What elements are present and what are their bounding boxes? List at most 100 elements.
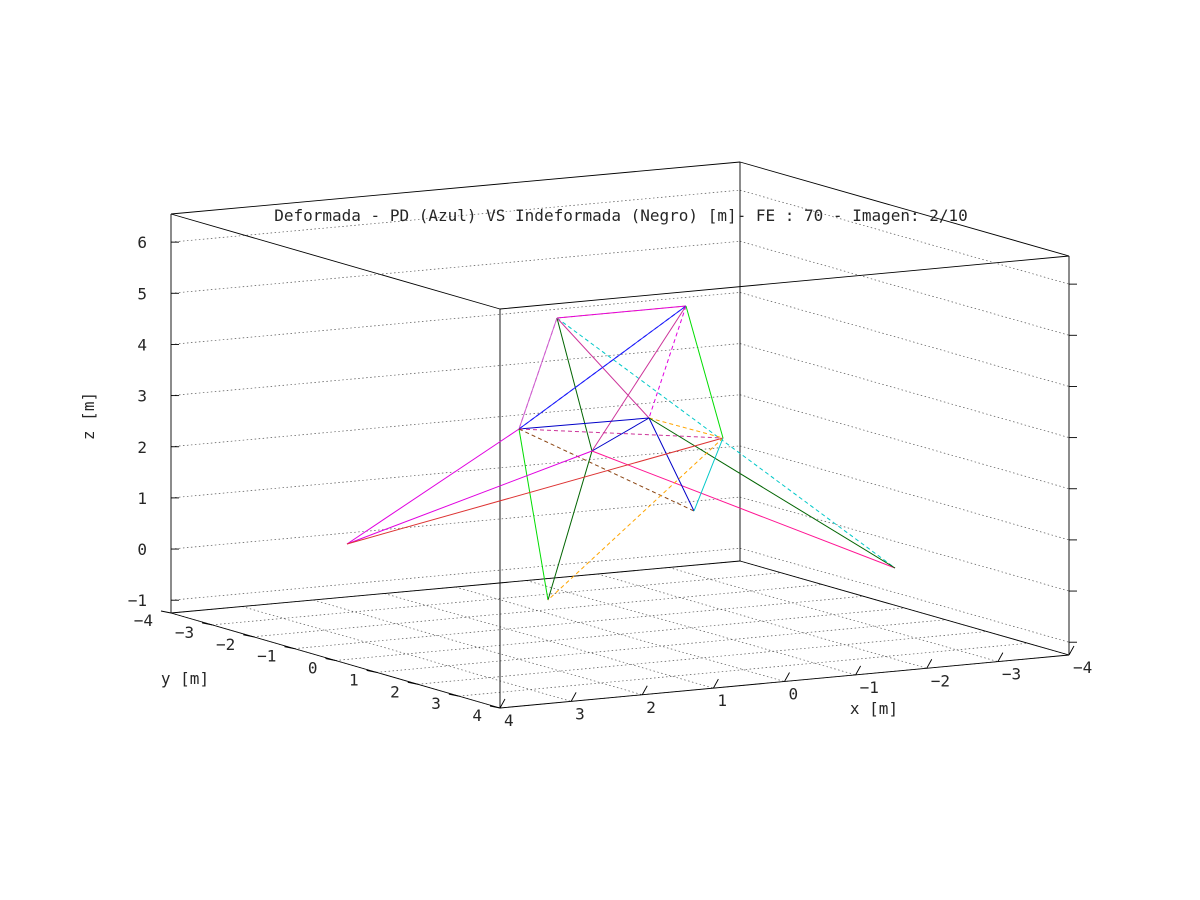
- x-tick-label: −2: [931, 671, 950, 690]
- wall-grid-line-right: [739, 496, 1070, 592]
- wall-grid-line-right: [739, 343, 1070, 438]
- structure-member: [518, 317, 558, 430]
- structure-member: [518, 305, 687, 430]
- floor-grid-line-y: [376, 619, 946, 673]
- wall-grid-line-right: [739, 292, 1070, 387]
- structure-members: [346, 305, 896, 601]
- floor-grid-line-x: [526, 580, 856, 676]
- wall-grid-line-right: [739, 547, 1070, 643]
- tick-labels: −1 0 1 2 3 4 5 6 −4 −3 −2 −1 0 1 2 3 4 4 3 2 1 0 −1 −2 −3 −4: [128, 233, 1093, 730]
- floor-grid-line-y: [458, 642, 1028, 697]
- structure-member: [556, 317, 650, 419]
- structure-member: [685, 305, 724, 439]
- y-tick-label: 2: [390, 682, 400, 701]
- structure-member: [547, 450, 593, 601]
- frame-edge: [170, 560, 741, 614]
- structure-member: [648, 417, 724, 439]
- z-tick-label: 0: [137, 540, 147, 559]
- structure-member: [556, 305, 687, 319]
- wall-grid-line-left: [170, 189, 741, 243]
- frame-edge-top: [170, 213, 501, 310]
- y-tick-mark: [366, 669, 377, 673]
- y-tick-label: 4: [472, 706, 482, 725]
- x-tick-mark: [855, 665, 862, 676]
- x-tick-mark: [926, 659, 933, 669]
- y-tick-mark: [325, 658, 336, 661]
- z-tick-label: 5: [137, 284, 147, 303]
- structure-member: [591, 305, 687, 452]
- x-tick-mark: [997, 652, 1004, 662]
- frame-edge-top: [499, 255, 1070, 310]
- floor-grid-line-x: [242, 606, 572, 702]
- floor-grid-line-y: [212, 572, 782, 626]
- z-tick-label: 3: [137, 387, 147, 406]
- y-tick-label: −4: [134, 611, 153, 630]
- x-tick-label: 2: [646, 698, 656, 717]
- structure-member: [591, 417, 650, 452]
- frame-edge: [739, 560, 1070, 656]
- y-tick-mark: [284, 646, 295, 650]
- structure-member: [556, 317, 896, 569]
- structure-member: [518, 428, 724, 439]
- wall-grid-line-left: [170, 445, 741, 499]
- wall-grid-line-right: [739, 394, 1070, 490]
- x-tick-mark: [784, 672, 790, 682]
- structure-member: [346, 450, 593, 545]
- structure-member: [518, 417, 650, 430]
- floor-grid-line-y: [294, 595, 864, 649]
- floor-grid-line-y: [417, 631, 987, 685]
- y-axis-label: y [m]: [161, 669, 209, 688]
- z-tick-label: 2: [137, 438, 147, 457]
- y-tick-label: 3: [431, 694, 441, 713]
- x-tick-label: −1: [860, 678, 879, 697]
- x-tick-label: −3: [1002, 665, 1021, 684]
- structure-member: [648, 417, 896, 569]
- x-tick-mark: [1068, 645, 1075, 656]
- y-tick-label: −3: [175, 623, 194, 642]
- floor-grid-line-x: [455, 586, 785, 682]
- structure-member: [591, 450, 896, 569]
- floor-grid-line-x: [597, 573, 927, 669]
- wall-grid-line-left: [170, 547, 741, 601]
- floor-grid-line-x: [313, 599, 643, 696]
- y-tick-label: −2: [216, 635, 235, 654]
- floor-grid-line-y: [335, 607, 905, 661]
- y-tick-mark: [489, 705, 501, 709]
- structure-member: [518, 428, 549, 601]
- x-tick-label: 1: [717, 691, 727, 710]
- y-tick-mark: [160, 610, 172, 614]
- y-tick-mark: [448, 693, 459, 697]
- x-tick-label: 0: [789, 685, 799, 704]
- y-tick-label: 1: [349, 670, 359, 689]
- structure-member: [518, 428, 695, 512]
- tick-marks: [160, 241, 1077, 709]
- z-tick-label: 1: [137, 489, 147, 508]
- y-tick-mark: [202, 622, 213, 626]
- x-tick-label: 4: [504, 711, 514, 730]
- wall-grid-line-right: [739, 189, 1070, 285]
- z-axis-label: z [m]: [79, 392, 98, 440]
- x-tick-mark: [499, 698, 506, 709]
- x-axis-label: x [m]: [850, 699, 898, 718]
- z-tick-label: −1: [128, 591, 147, 610]
- z-tick-label: 6: [137, 233, 147, 252]
- wall-grid-line-right: [739, 240, 1070, 336]
- y-tick-label: 0: [308, 659, 318, 678]
- wall-grid-line-left: [170, 394, 741, 448]
- z-tick-label: 4: [137, 335, 147, 354]
- wall-grid-line-left: [170, 240, 741, 294]
- structure-member: [693, 437, 724, 512]
- structure-member: [346, 437, 724, 545]
- frame-edge-top: [739, 161, 1070, 257]
- chart-title: Deformada - PD (Azul) VS Indeformada (Ne…: [274, 206, 968, 225]
- structure-member: [547, 437, 724, 601]
- structure-member: [648, 417, 695, 512]
- x-tick-label: −4: [1073, 658, 1092, 677]
- structure-member: [346, 428, 520, 545]
- x-tick-mark: [712, 678, 719, 689]
- structure-member: [648, 305, 687, 419]
- grid-layer: [170, 189, 1070, 709]
- x-tick-mark: [641, 685, 648, 695]
- y-tick-label: −1: [257, 647, 276, 666]
